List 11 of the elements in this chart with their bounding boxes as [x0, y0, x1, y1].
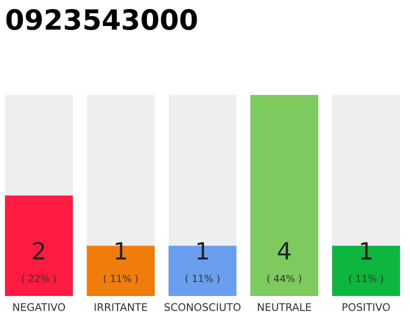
data-label: 2 ( 22% )	[22, 242, 56, 284]
x-tick-label: NEGATIVO	[13, 303, 66, 312]
x-tick-label: IRRITANTE	[94, 303, 148, 311]
chart-title: 0923543000	[6, 9, 197, 30]
data-label: 4 ( 44% )	[267, 242, 302, 284]
data-label: 1 ( 11% )	[186, 242, 220, 284]
x-tick-label: SCONOSCIUTO	[164, 303, 241, 312]
data-label: 1 ( 11% )	[349, 242, 383, 284]
x-tick-label: NEUTRALE	[258, 303, 311, 312]
data-label: 1 ( 11% )	[104, 242, 138, 284]
x-tick-label: POSITIVO	[342, 303, 390, 312]
